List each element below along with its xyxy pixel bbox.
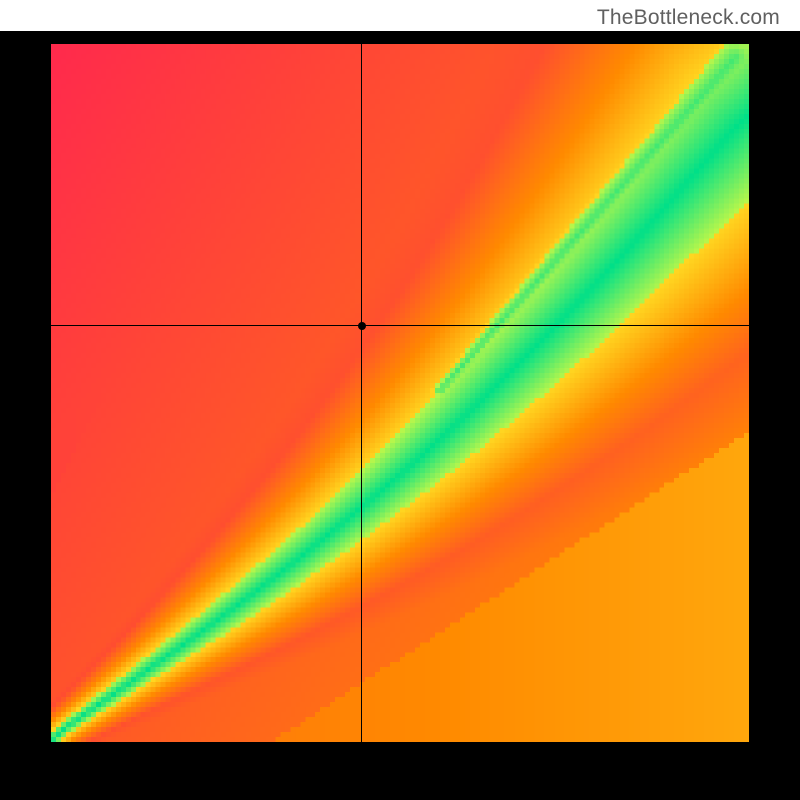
data-point-marker xyxy=(358,322,366,330)
crosshair-horizontal xyxy=(51,325,749,326)
watermark-text: TheBottleneck.com xyxy=(597,6,780,30)
heatmap-plot xyxy=(51,44,749,742)
heatmap-canvas xyxy=(51,44,749,742)
chart-frame xyxy=(0,31,800,800)
crosshair-vertical xyxy=(361,44,362,742)
